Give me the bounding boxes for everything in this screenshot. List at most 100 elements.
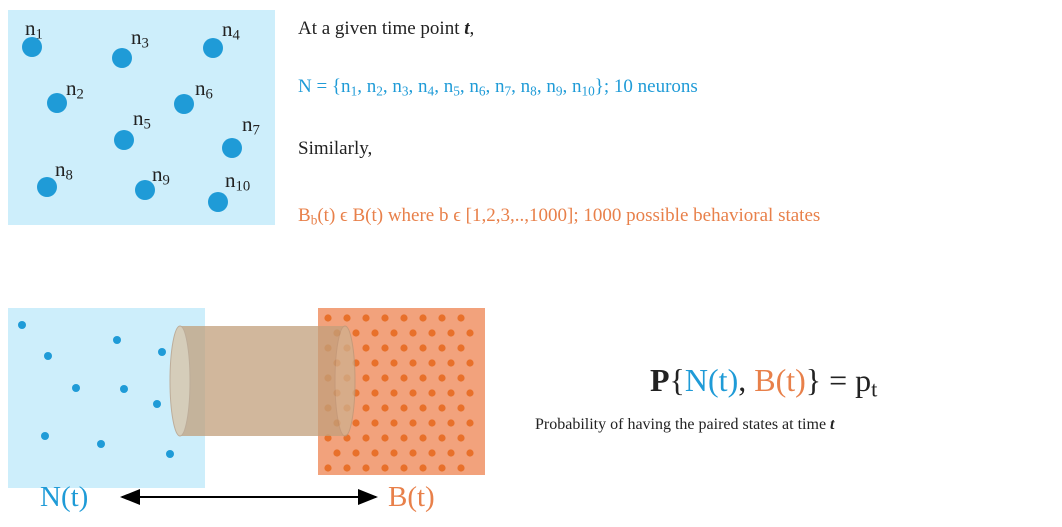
behavior-dot xyxy=(371,449,379,457)
text-segment: , n xyxy=(536,76,556,97)
behavior-dot xyxy=(438,404,446,412)
behavior-dot xyxy=(390,359,398,367)
behavior-dot xyxy=(381,434,389,442)
neuron-label: n8 xyxy=(55,157,73,184)
behavior-dot xyxy=(466,359,474,367)
text-segment: Similarly, xyxy=(298,138,373,159)
behavior-dot xyxy=(438,314,446,322)
behavior-dot xyxy=(428,359,436,367)
behavior-dot xyxy=(409,359,417,367)
behavior-set: Bb(t) ϵ B(t) where b ϵ [1,2,3,..,1000]; … xyxy=(298,201,858,231)
behavior-dot xyxy=(352,419,360,427)
neuron xyxy=(114,130,134,150)
text-segment: n xyxy=(222,17,233,41)
behavior-dot xyxy=(457,344,465,352)
text-segment: } = p xyxy=(805,362,872,398)
text-segment: , n xyxy=(382,76,402,97)
neural-dot xyxy=(44,352,52,360)
text-segment: , n xyxy=(357,76,377,97)
behavior-dot xyxy=(428,389,436,397)
subscript: t xyxy=(871,376,878,402)
subscript: 2 xyxy=(76,86,84,103)
text-segment: N(t) xyxy=(40,481,89,513)
neuron-label: n5 xyxy=(133,106,151,133)
text-segment: n xyxy=(131,25,142,49)
text-segment: n xyxy=(25,16,36,40)
behavior-dot xyxy=(324,434,332,442)
text-segment: , n xyxy=(459,76,479,97)
behavior-dot xyxy=(457,314,465,322)
subscript: 6 xyxy=(478,83,486,99)
text-segment: , n xyxy=(434,76,454,97)
behavior-dot xyxy=(390,329,398,337)
behavior-dot xyxy=(466,389,474,397)
subscript: 6 xyxy=(205,86,213,103)
subscript: 10 xyxy=(581,83,595,99)
neuron xyxy=(112,48,132,68)
behavior-dot xyxy=(438,434,446,442)
subscript: 5 xyxy=(453,83,460,99)
behavior-dot xyxy=(457,464,465,472)
subscript: 1 xyxy=(350,83,358,99)
behavior-dot xyxy=(409,419,417,427)
neural-dot xyxy=(41,432,49,440)
behavior-dot xyxy=(438,344,446,352)
behavior-label: B(t) xyxy=(388,480,435,515)
text-segment: N = {n xyxy=(298,76,351,97)
behavior-dot xyxy=(457,374,465,382)
behavior-dot xyxy=(362,404,370,412)
neural-dot xyxy=(120,385,128,393)
behavior-dot xyxy=(428,449,436,457)
subscript: 2 xyxy=(376,83,383,99)
behavior-dot xyxy=(409,449,417,457)
behavior-dot xyxy=(400,464,408,472)
subscript: 4 xyxy=(427,83,435,99)
behavior-dot xyxy=(466,449,474,457)
neuron xyxy=(208,192,228,212)
behavior-dot xyxy=(400,344,408,352)
neuron xyxy=(174,94,194,114)
behavior-dot xyxy=(390,389,398,397)
text-segment: }; 10 neurons xyxy=(594,76,698,97)
behavior-dot xyxy=(400,404,408,412)
subscript: 7 xyxy=(252,122,260,139)
text-segment: N(t) xyxy=(684,362,739,398)
text-segment: , n xyxy=(408,76,428,97)
behavior-dot xyxy=(362,464,370,472)
subscript: 8 xyxy=(65,167,73,184)
text-segment: n xyxy=(195,76,206,100)
subscript: 5 xyxy=(143,116,151,133)
text-segment: Probability of having the paired states … xyxy=(535,416,831,433)
behavior-dot xyxy=(419,374,427,382)
text-segment: (t) ϵ B(t) where b ϵ [1,2,3,..,1000]; 10… xyxy=(317,205,821,226)
behavior-dot xyxy=(324,314,332,322)
behavior-dot xyxy=(466,419,474,427)
text-segment: , n xyxy=(511,76,531,97)
neuron-label: n6 xyxy=(195,76,213,103)
behavior-dot xyxy=(419,434,427,442)
text-segment: B xyxy=(298,205,311,226)
behavior-dot xyxy=(390,419,398,427)
subscript: 7 xyxy=(504,83,512,99)
behavior-dot xyxy=(400,374,408,382)
neuron-label: n3 xyxy=(131,25,149,51)
text-segment: , n xyxy=(485,76,505,97)
neuron-label: n10 xyxy=(225,168,250,194)
behavior-dot xyxy=(419,314,427,322)
neural-dot xyxy=(166,450,174,458)
intro-text: At a given time point t, xyxy=(298,18,474,41)
neuron-label: n2 xyxy=(66,76,84,103)
behavior-dot xyxy=(438,374,446,382)
behavior-dot xyxy=(371,419,379,427)
behavior-dot xyxy=(381,314,389,322)
neural-dot xyxy=(153,400,161,408)
neuron xyxy=(47,93,67,113)
behavior-dot xyxy=(457,434,465,442)
behavior-dot xyxy=(371,389,379,397)
behavior-dot xyxy=(447,419,455,427)
behavior-dot xyxy=(419,464,427,472)
behavior-dot xyxy=(362,434,370,442)
neural-dot xyxy=(18,321,26,329)
